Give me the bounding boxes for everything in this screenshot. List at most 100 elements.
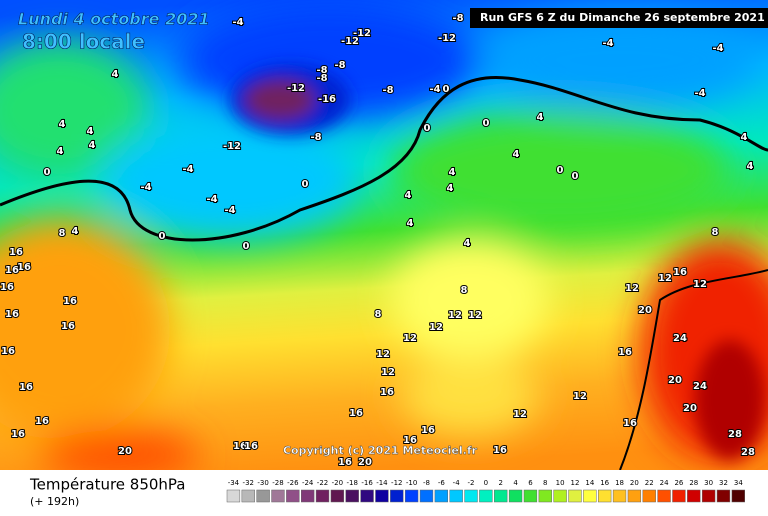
- isotherm-label: -8: [316, 65, 327, 76]
- legend-label: 8: [543, 479, 547, 487]
- isotherm-label: 0: [443, 84, 450, 95]
- isotherm-label: 16: [17, 262, 31, 273]
- legend-label: -28: [272, 479, 283, 487]
- legend-label: -34: [228, 479, 240, 487]
- isotherm-label: 16: [11, 429, 25, 440]
- legend-label: 2: [498, 479, 502, 487]
- legend-swatch: [612, 489, 627, 503]
- legend-swatch: [687, 489, 701, 503]
- legend-label: 18: [615, 479, 624, 487]
- subtitle: 8:00 locale: [22, 30, 145, 54]
- isotherm-label: -4: [182, 164, 193, 175]
- legend-label: -10: [406, 479, 417, 487]
- legend-label: 24: [660, 479, 669, 487]
- legend-label: -14: [376, 479, 388, 487]
- isotherm-label: 20: [118, 446, 132, 457]
- isotherm-label: 16: [493, 445, 507, 456]
- legend-label: -8: [423, 479, 430, 487]
- isotherm-label: 4: [112, 69, 119, 80]
- isotherm-label: 4: [72, 226, 79, 237]
- legend-label: 32: [719, 479, 728, 487]
- isotherm-label: 12: [693, 279, 707, 290]
- legend-swatch: [301, 489, 315, 503]
- isotherm-label: -4: [429, 84, 440, 95]
- legend-swatch: [672, 489, 686, 503]
- isotherm-label: -12: [438, 33, 456, 44]
- legend-swatch: [449, 489, 463, 503]
- legend-swatch: [271, 489, 285, 503]
- isotherm-label: -4: [694, 88, 705, 99]
- legend-swatch: [419, 489, 434, 503]
- legend-swatch: [345, 489, 359, 503]
- isotherm-label: 4: [59, 119, 66, 130]
- legend-swatch: [494, 489, 508, 503]
- isotherm-label: 4: [747, 161, 754, 172]
- legend-swatch: [538, 489, 552, 503]
- color-legend: -34 -32 -30 -28 -26 -24 -22 -20 -18 -16 -14 -12 -10-…: [226, 479, 746, 503]
- legend-label: -32: [243, 479, 254, 487]
- isotherm-label: 0: [572, 171, 579, 182]
- isotherm-label: 8: [712, 227, 719, 238]
- isotherm-label: 12: [429, 322, 443, 333]
- isotherm-labels: -4-12-12-8-12 -4 -4-44 -8 -8-8-12-16-8 -4 0444…: [0, 12, 756, 469]
- isotherm-label: 12: [573, 391, 587, 402]
- legend-swatch: [256, 489, 270, 503]
- isotherm-label: 0: [44, 167, 51, 178]
- isotherm-label: 20: [638, 305, 652, 316]
- isotherm-label: 16: [338, 457, 352, 468]
- legend-label: -26: [287, 479, 299, 487]
- copyright: Copyright (c) 2021 Meteociel.fr: [283, 444, 478, 457]
- isotherm-label: -4: [224, 205, 235, 216]
- legend-swatch: [464, 489, 478, 503]
- isotherm-label: 28: [728, 429, 742, 440]
- isotherm-label: 16: [63, 296, 77, 307]
- isotherm-label: -4: [602, 38, 613, 49]
- isotherm-label: 8: [59, 228, 66, 239]
- legend-swatch: [523, 489, 538, 503]
- isotherm-label: 4: [464, 238, 471, 249]
- legend-swatch: [716, 489, 731, 503]
- legend-label: 14: [585, 479, 594, 487]
- isotherm-label: 8: [375, 309, 382, 320]
- isotherm-label: -4: [232, 17, 243, 28]
- legend-label: 28: [689, 479, 698, 487]
- legend-label: 22: [645, 479, 654, 487]
- isotherm-label: 16: [673, 267, 687, 278]
- legend-swatch: [404, 489, 419, 503]
- legend-label: 6: [528, 479, 533, 487]
- isotherm-label: 16: [9, 247, 23, 258]
- isotherm-label: 16: [349, 408, 363, 419]
- isotherm-label: 28: [741, 447, 755, 458]
- isotherm-label: -8: [316, 73, 327, 84]
- isotherm-label: 16: [19, 382, 33, 393]
- isotherm-label: 4: [57, 146, 64, 157]
- isotherm-label: 0: [302, 179, 309, 190]
- legend-label: -2: [468, 479, 475, 487]
- legend-label: -20: [332, 479, 343, 487]
- isotherm-label: 20: [668, 375, 682, 386]
- isotherm-label: -4: [712, 43, 723, 54]
- legend-label: -18: [347, 479, 358, 487]
- title: Lundi 4 octobre 2021: [18, 10, 210, 29]
- isotherm-label: 0: [159, 231, 166, 242]
- zero-isotherm: [0, 75, 768, 242]
- isotherm-label: 4: [537, 112, 544, 123]
- legend-label: 4: [513, 479, 518, 487]
- legend-label: 20: [630, 479, 639, 487]
- isotherm-label: -12: [223, 141, 241, 152]
- isotherm-label: 16: [244, 441, 258, 452]
- isotherm-label: -8: [310, 132, 321, 143]
- isotherm-label: 4: [405, 190, 412, 201]
- legend-swatch: [390, 489, 404, 503]
- legend-label: 34: [734, 479, 743, 487]
- isotherm-label: 16: [0, 282, 14, 293]
- isotherm-label: 0: [483, 118, 490, 129]
- cold-core: [230, 65, 765, 460]
- isotherm-label: 4: [407, 218, 414, 229]
- isotherm-label: 0: [243, 241, 250, 252]
- legend-swatch: [627, 489, 642, 503]
- legend-swatch: [330, 489, 345, 503]
- isotherm-label: 24: [673, 333, 687, 344]
- legend-swatch: [241, 489, 255, 503]
- isotherm-label: 4: [447, 183, 454, 194]
